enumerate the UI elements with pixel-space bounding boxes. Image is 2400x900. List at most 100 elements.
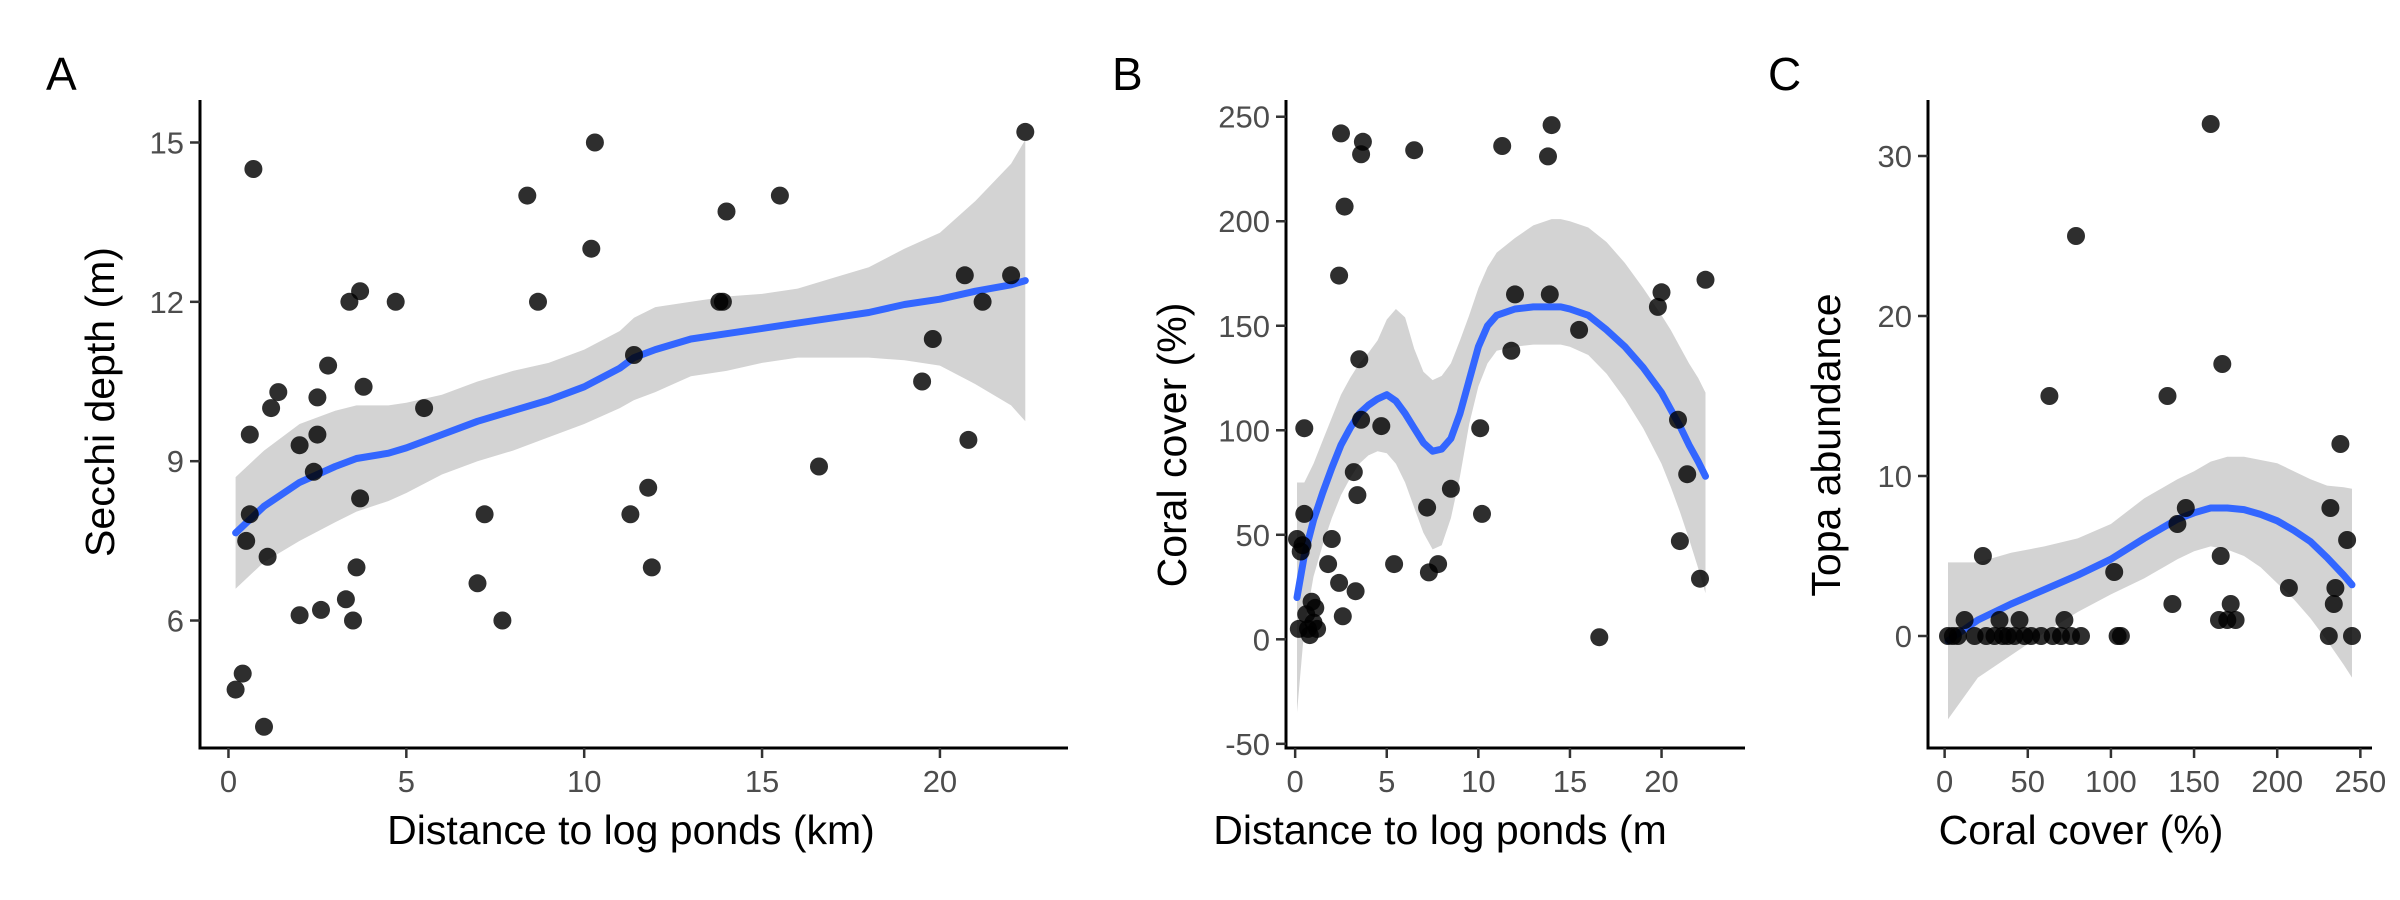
- panel-c-y-tick-label: 10: [1878, 459, 1912, 494]
- panel-a-y-tick-label: 12: [150, 285, 184, 320]
- panel-a-data-point: [269, 383, 288, 402]
- panel-b-data-point: [1648, 297, 1667, 316]
- panel-a-x-tick-label: 20: [923, 764, 957, 799]
- panel-c-y-tick-label: 30: [1878, 139, 1912, 174]
- panel-b-letter: B: [1112, 48, 1143, 100]
- panel-a-data-point: [585, 133, 604, 152]
- panel-c-data-point: [1948, 627, 1967, 645]
- panel-b-data-point: [1441, 479, 1460, 498]
- panel-c-y-tick-label: 20: [1878, 299, 1912, 334]
- panel-a-data-point: [308, 388, 327, 407]
- panel-a-y-axis-title: Secchi depth (m): [77, 247, 123, 557]
- panel-a-data-point: [336, 590, 355, 609]
- panel-b-data-point: [1295, 504, 1314, 523]
- panel-a-data-point: [233, 664, 252, 683]
- panel-c-data-point: [2226, 611, 2245, 629]
- panel-b-data-point: [1696, 270, 1715, 289]
- panel-b-data-point: [1506, 285, 1524, 304]
- panel-a-data-point: [625, 346, 643, 364]
- panel-a-data-point: [529, 292, 547, 311]
- panel-b-data-point: [1539, 147, 1557, 166]
- panel-b: B Distance to log ponds (m Coral cover (…: [1112, 48, 1745, 853]
- panel-b-data-point: [1353, 132, 1372, 151]
- panel-c-data-point: [2168, 515, 2187, 533]
- panel-b-data-point: [1319, 555, 1338, 574]
- panel-b-y-tick-label: 100: [1218, 413, 1270, 448]
- panel-b-y-tick-label: 200: [1218, 204, 1270, 239]
- panel-b-data-point: [1333, 607, 1352, 626]
- panel-c-data-point: [2326, 579, 2345, 597]
- panel-a-data-point: [923, 330, 942, 348]
- panel-b-data-point: [1670, 532, 1689, 551]
- panel-b-data-point: [1350, 350, 1369, 369]
- panel-c-data-point: [2111, 627, 2130, 645]
- panel-b-data-point: [1471, 419, 1490, 438]
- panel-c-smooth-line: [1944, 504, 2356, 645]
- panel-c-data-point: [2040, 387, 2059, 405]
- panel-a-x-tick-label: 15: [745, 764, 779, 799]
- panel-a-data-point: [770, 186, 789, 205]
- panel-b-data-point: [1418, 498, 1437, 517]
- panel-b-x-tick-label: 10: [1461, 764, 1495, 799]
- panel-a-data-point: [237, 531, 256, 550]
- panel-a-data-point: [717, 202, 736, 221]
- panel-c-confidence-band: [1948, 456, 2352, 720]
- panel-a-y-tick-label: 15: [150, 125, 184, 160]
- panel-c-data-point: [1973, 547, 1992, 565]
- panel-a-data-point: [351, 489, 370, 508]
- panel-a-data-point: [810, 457, 828, 476]
- panel-c-data-point: [2331, 435, 2350, 453]
- panel-a-x-tick-label: 0: [220, 764, 237, 799]
- panel-c-data-point: [1990, 611, 2009, 629]
- panel-a-data-point: [1002, 266, 1021, 285]
- panel-c-data-point: [2163, 595, 2182, 613]
- panel-a-data-point: [386, 292, 405, 311]
- panel-b-data-point: [1542, 116, 1561, 135]
- panel-a-data-point: [639, 478, 658, 497]
- panel-b-data-point: [1344, 463, 1363, 482]
- panel-b-data-point: [1691, 569, 1709, 588]
- panel-b-x-tick-label: 0: [1287, 764, 1304, 799]
- panel-b-data-point: [1429, 555, 1448, 574]
- panel-a-data-point: [308, 425, 327, 444]
- panel-a-data-point: [475, 505, 494, 524]
- panel-b-y-tick-label: 250: [1218, 100, 1270, 135]
- panel-b-data-point: [1332, 124, 1350, 143]
- panel-a-data-point: [226, 680, 245, 699]
- panel-b-y-tick-label: 0: [1253, 622, 1270, 657]
- panel-a-data-point: [582, 239, 601, 258]
- panel-c-data-point: [2221, 595, 2240, 613]
- panel-c-data-point: [2105, 563, 2124, 581]
- panel-a-data-point: [1016, 122, 1035, 141]
- panel-b-data-point: [1348, 486, 1367, 505]
- panel-a-data-point: [955, 266, 974, 285]
- panel-a-data-point: [258, 547, 277, 566]
- panel-a-data-point: [290, 436, 309, 455]
- panel-c-data-point: [1955, 611, 1974, 629]
- panel-b-x-tick-label: 20: [1644, 764, 1678, 799]
- panel-a-x-axis-title: Distance to log ponds (km): [387, 807, 875, 853]
- panel-c-data-point: [2338, 531, 2357, 549]
- panel-c-data-point: [2176, 499, 2195, 517]
- panel-b-data-point: [1335, 197, 1354, 216]
- panel-b-data-point: [1590, 628, 1609, 647]
- panel-a-data-point: [240, 505, 259, 524]
- panel-a-x-tick-label: 10: [567, 764, 601, 799]
- panel-a-data-point: [240, 425, 259, 444]
- panel-c-y-tick-label: 0: [1895, 619, 1912, 654]
- panel-b-data-point: [1669, 410, 1687, 429]
- panel-c-data-point: [2343, 627, 2361, 645]
- panel-b-data-point: [1652, 283, 1671, 302]
- panel-a-data-point: [713, 292, 732, 311]
- panel-a-data-point: [959, 430, 978, 449]
- panel-b-data-point: [1346, 582, 1365, 601]
- panel-c-x-tick-label: 100: [2085, 764, 2137, 799]
- panel-c-y-axis-title: Topa abundance: [1803, 293, 1849, 596]
- panel-a-x-tick-label: 5: [398, 764, 415, 799]
- panel-a-data-point: [290, 606, 309, 625]
- panel-c-data-point: [2067, 227, 2085, 245]
- panel-b-x-axis-title: Distance to log ponds (m: [1213, 807, 1667, 853]
- panel-b-y-axis-title: Coral cover (%): [1149, 303, 1195, 588]
- panel-c-data-point: [2158, 387, 2177, 405]
- panel-c-x-tick-label: 50: [2011, 764, 2045, 799]
